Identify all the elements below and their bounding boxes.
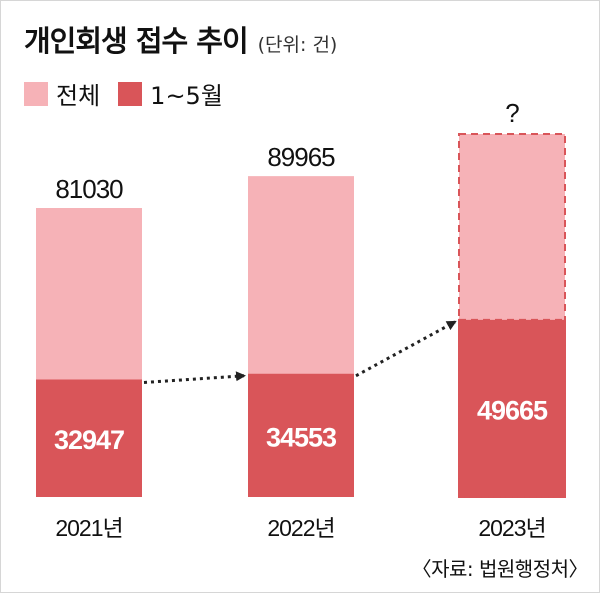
legend: 전체 1~5월: [24, 76, 223, 111]
legend-swatch-total: [24, 81, 48, 106]
chart-title: 개인회생 접수 추이: [24, 24, 249, 58]
legend-label-total: 전체: [56, 82, 101, 110]
legend-label-partial: 1~5월: [150, 82, 223, 110]
legend-item-total: 전체: [24, 76, 100, 111]
legend-swatch-partial: [118, 81, 143, 106]
bar-partial-2022년: [248, 373, 354, 497]
partial-label-2021년: 32947: [54, 425, 124, 455]
trend-arrow-1: [143, 371, 246, 384]
legend-item-partial: 1~5월: [118, 76, 223, 111]
partial-label-2023년: 49665: [477, 395, 548, 425]
chart-unit: (단위: 건): [257, 34, 338, 56]
title-row: 개인회생 접수 추이 (단위: 건): [24, 18, 337, 60]
total-label-2021년: 81030: [55, 174, 123, 204]
category-label-2021년: 2021년: [55, 515, 122, 541]
bar-partial-2023년: [458, 318, 566, 498]
bar-partial-2021년: [36, 379, 142, 497]
category-label-2023년: 2023년: [478, 515, 545, 541]
total-label-2022년: 89965: [267, 142, 335, 172]
total-label-2023년: ?: [505, 98, 519, 128]
category-label-2022년: 2022년: [267, 515, 334, 541]
source-note: 〈자료: 법원행정처〉: [411, 557, 589, 581]
trend-arrow-2: [355, 320, 457, 378]
partial-label-2022년: 34553: [266, 422, 337, 452]
